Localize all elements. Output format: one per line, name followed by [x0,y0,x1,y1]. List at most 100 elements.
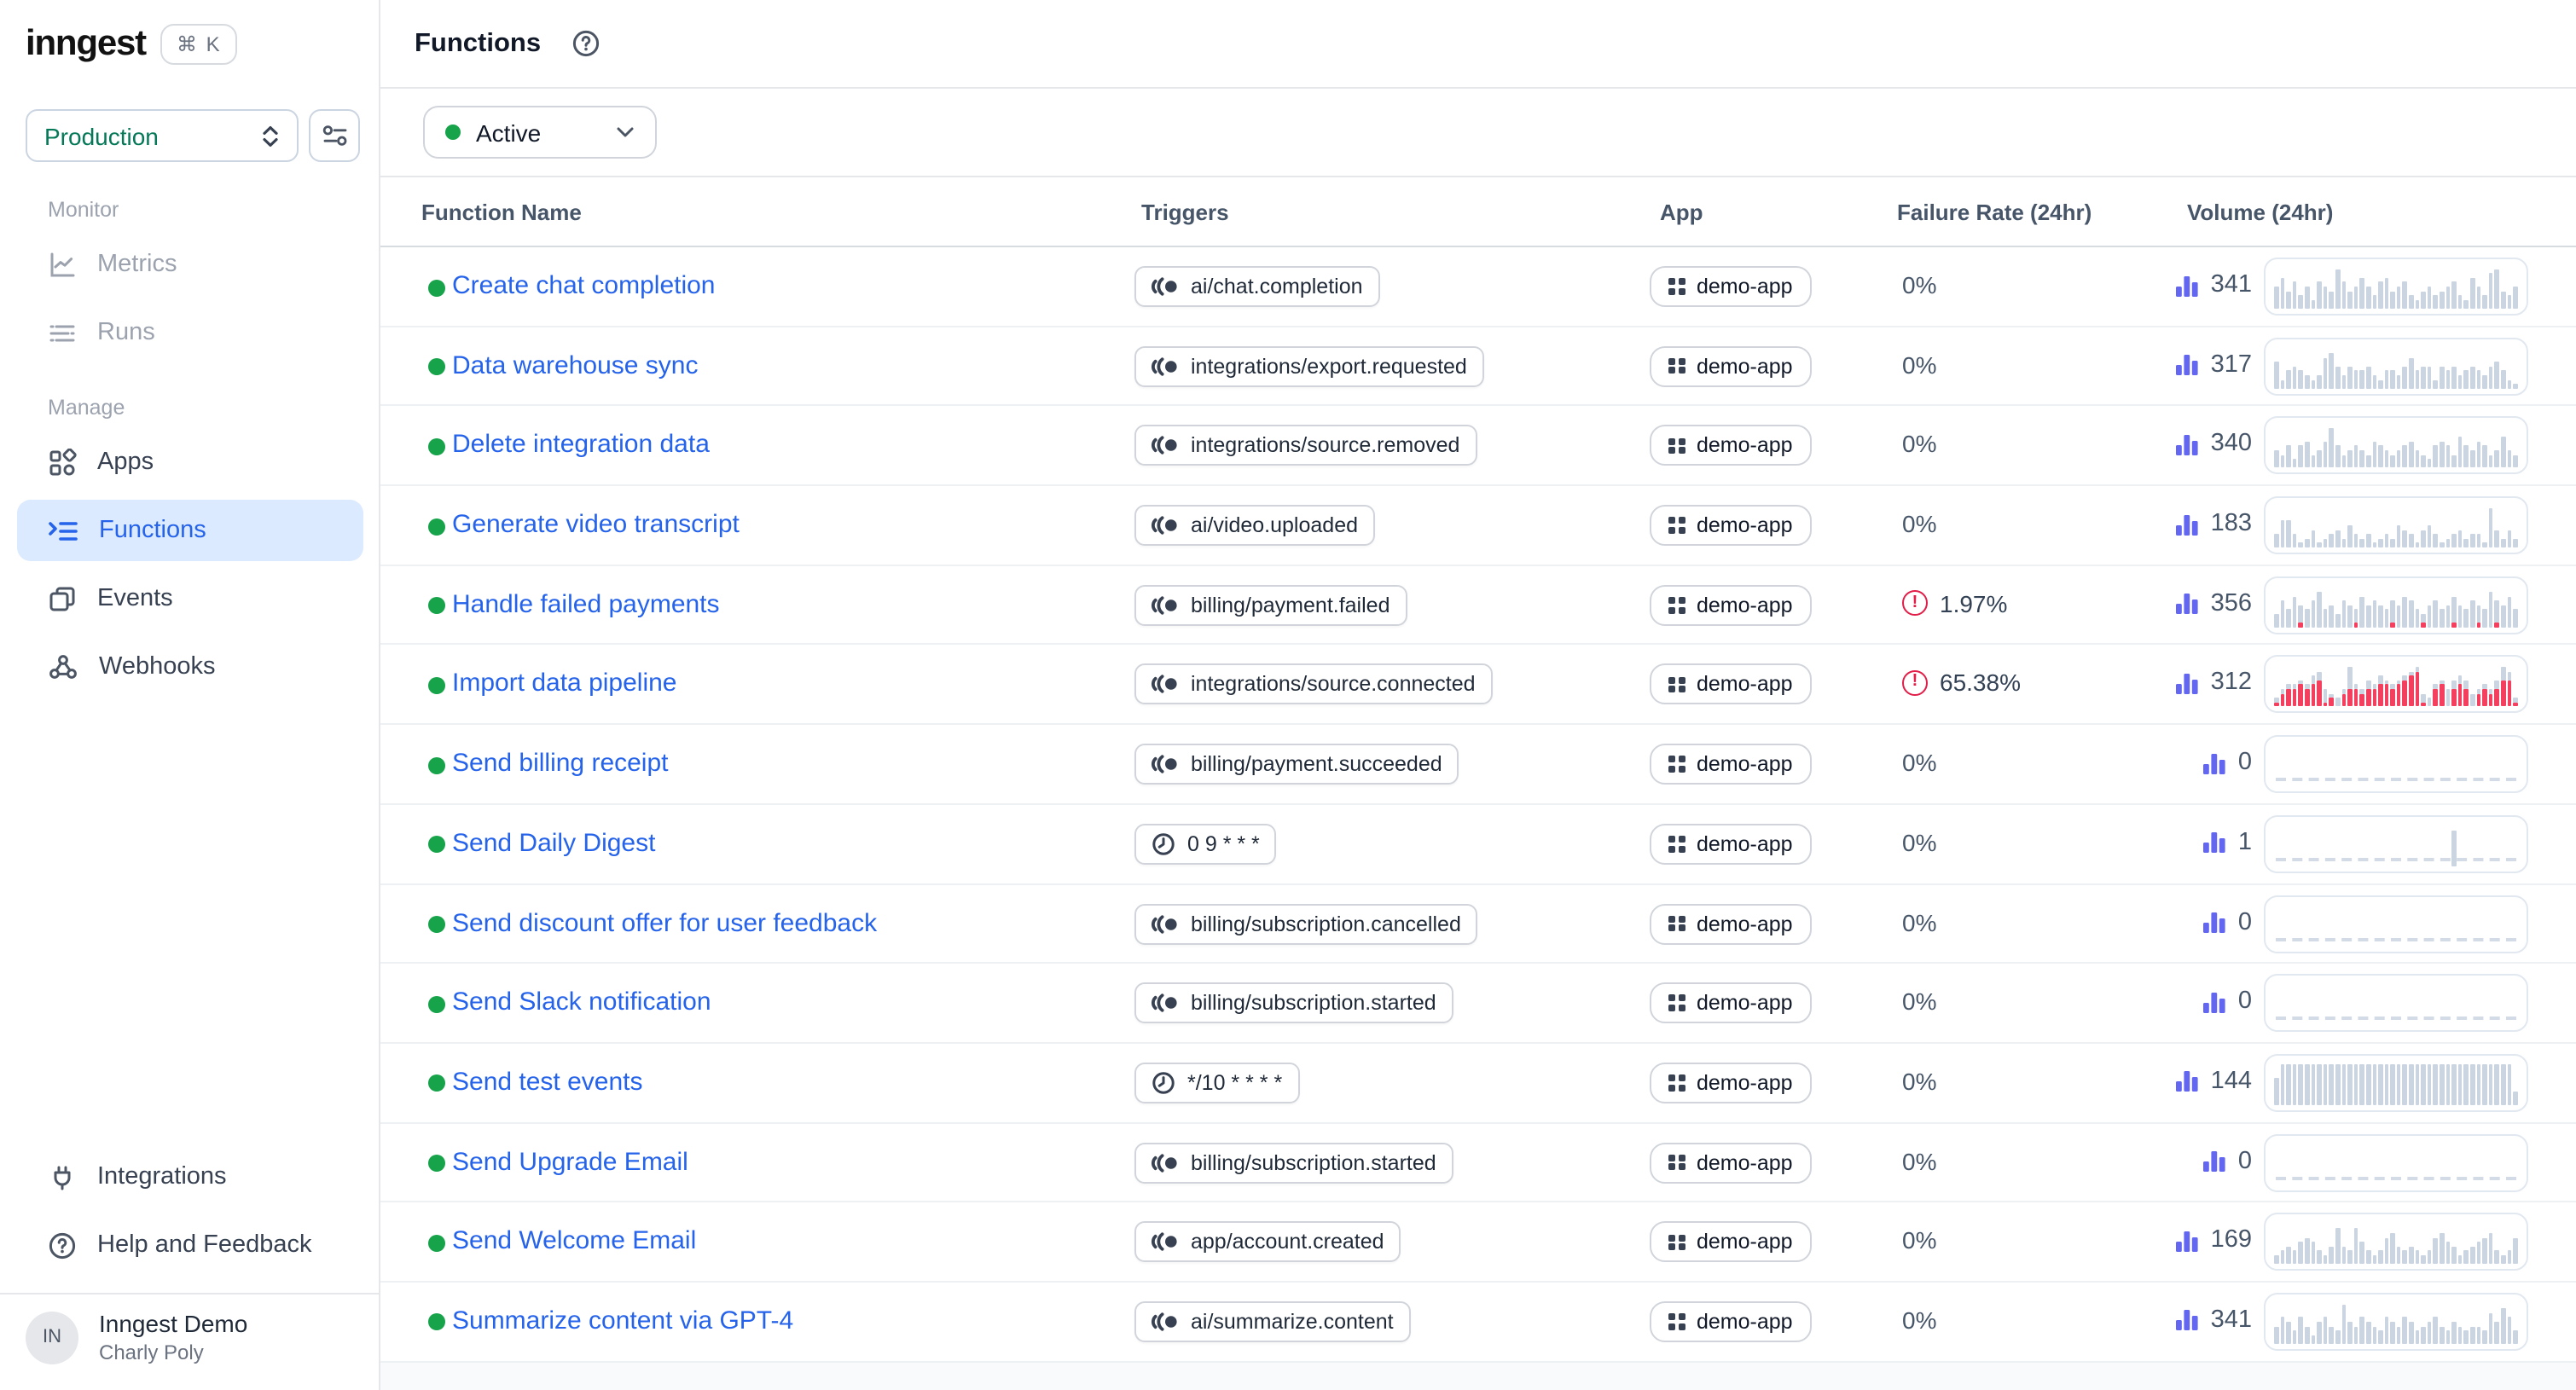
trigger-value: 0 9 * * * [1187,831,1260,856]
bar-chart-icon [2202,831,2226,854]
app-name: demo-app [1697,672,1793,697]
command-k-shortcut[interactable]: ⌘ K [160,24,237,65]
sidebar-item-webhooks[interactable]: Webhooks [17,636,363,698]
app-badge[interactable]: demo-app [1650,266,1812,307]
app-badge[interactable]: demo-app [1650,1142,1812,1184]
table-row: Send Slack notification billing/subscrip… [380,964,2576,1044]
function-name-link[interactable]: Send Daily Digest [452,828,656,858]
app-badge[interactable]: demo-app [1650,1062,1812,1103]
function-name-link[interactable]: Send discount offer for user feedback [452,908,878,937]
event-trigger-icon [1152,515,1179,536]
app-badge[interactable]: demo-app [1650,823,1812,865]
function-name-link[interactable]: Send Slack notification [452,987,711,1017]
table-footer-band [380,1363,2576,1390]
volume-cell: 0 [2202,908,2252,935]
app-name: demo-app [1697,831,1793,856]
function-icon [48,518,78,543]
help-circle-icon[interactable] [571,29,600,58]
trigger-value: billing/subscription.started [1191,1150,1436,1175]
function-name-link[interactable]: Create chat completion [452,271,716,300]
trigger-badge: integrations/source.removed [1134,425,1477,466]
app-badge[interactable]: demo-app [1650,345,1812,387]
volume-cell: 356 [2175,590,2252,617]
sidebar-item-functions[interactable]: Functions [17,500,363,561]
failure-rate-value: 0% [1902,350,1937,379]
account-user-name: Charly Poly [99,1341,204,1364]
volume-sparkline-chart [2264,258,2528,316]
app-name: demo-app [1697,752,1793,777]
app-badge[interactable]: demo-app [1650,1300,1812,1342]
account-menu[interactable]: IN Inngest Demo Charly Poly [26,1310,247,1364]
app-badge[interactable]: demo-app [1650,982,1812,1024]
function-name-link[interactable]: Summarize content via GPT-4 [452,1306,794,1335]
trigger-value: */10 * * * * [1187,1070,1283,1095]
sidebar-item-events[interactable]: Events [17,568,363,629]
chevron-up-down-icon [261,124,280,148]
sparkline-empty-baseline [2276,857,2516,861]
app-badge[interactable]: demo-app [1650,1221,1812,1263]
trigger-badge: ai/summarize.content [1134,1300,1411,1342]
alert-icon: ! [1902,669,1928,696]
app-badge[interactable]: demo-app [1650,744,1812,785]
app-grid-icon [1668,437,1685,455]
sidebar-item-help-and-feedback[interactable]: Help and Feedback [17,1214,363,1276]
trigger-badge: */10 * * * * [1134,1062,1300,1103]
trigger-value: integrations/source.removed [1191,433,1460,458]
function-status-dot [428,279,445,296]
failure-rate-cell: ! 0% [1902,1227,1936,1254]
volume-cell: 341 [2175,1306,2252,1334]
function-status-dot [428,1074,445,1092]
trigger-badge: integrations/export.requested [1134,345,1484,387]
app-badge[interactable]: demo-app [1650,505,1812,547]
environment-select[interactable]: Production [26,109,299,162]
app-badge[interactable]: demo-app [1650,584,1812,626]
table-header: Function Name Triggers App Failure Rate … [380,177,2576,247]
sidebar-item-metrics[interactable]: Metrics [17,234,363,295]
event-trigger-icon [1152,595,1179,616]
sparkline-empty-baseline [2276,1176,2516,1180]
account-org-name: Inngest Demo [99,1310,248,1337]
table-row: Create chat completion ai/chat.completio… [380,247,2576,327]
trigger-badge: billing/payment.succeeded [1134,744,1459,785]
function-status-dot [428,358,445,376]
function-status-dot [428,1155,445,1173]
sidebar-item-runs[interactable]: Runs [17,302,363,363]
app-badge[interactable]: demo-app [1650,663,1812,705]
event-trigger-icon [1152,1232,1179,1253]
function-name-link[interactable]: Send Welcome Email [452,1226,697,1256]
volume-cell: 183 [2175,510,2252,537]
app-name: demo-app [1697,275,1793,298]
volume-cell: 341 [2175,271,2252,298]
trigger-badge: billing/subscription.started [1134,1142,1453,1184]
app-badge[interactable]: demo-app [1650,425,1812,466]
app-badge[interactable]: demo-app [1650,903,1812,944]
environment-settings-button[interactable] [309,109,360,162]
app-grid-icon [1668,517,1685,534]
status-filter-select[interactable]: Active [423,106,657,159]
sidebar-item-apps[interactable]: Apps [17,431,363,493]
function-name-link[interactable]: Send billing receipt [452,749,669,779]
sidebar-item-integrations[interactable]: Integrations [17,1146,363,1208]
trigger-badge: billing/payment.failed [1134,584,1407,626]
function-status-dot [428,597,445,615]
app-grid-icon [1668,994,1685,1011]
failure-rate-cell: ! 0% [1902,350,1936,378]
volume-cell: 312 [2175,669,2252,697]
trigger-badge: integrations/source.connected [1134,663,1493,705]
function-name-link[interactable]: Import data pipeline [452,669,677,698]
function-name-link[interactable]: Generate video transcript [452,510,740,540]
volume-value: 169 [2210,1226,2252,1254]
app-name: demo-app [1697,1150,1793,1175]
trigger-badge: billing/subscription.cancelled [1134,903,1478,944]
function-name-link[interactable]: Data warehouse sync [452,350,699,380]
sidebar-item-label: Apps [97,449,154,476]
bar-chart-icon [2202,751,2226,774]
table-row: Delete integration data integrations/sou… [380,406,2576,487]
function-name-link[interactable]: Send test events [452,1067,643,1097]
alert-icon: ! [1902,590,1928,617]
event-trigger-icon [1152,913,1179,934]
function-name-link[interactable]: Send Upgrade Email [452,1147,688,1177]
function-name-link[interactable]: Handle failed payments [452,589,720,619]
function-status-dot [428,916,445,933]
function-name-link[interactable]: Delete integration data [452,430,710,460]
